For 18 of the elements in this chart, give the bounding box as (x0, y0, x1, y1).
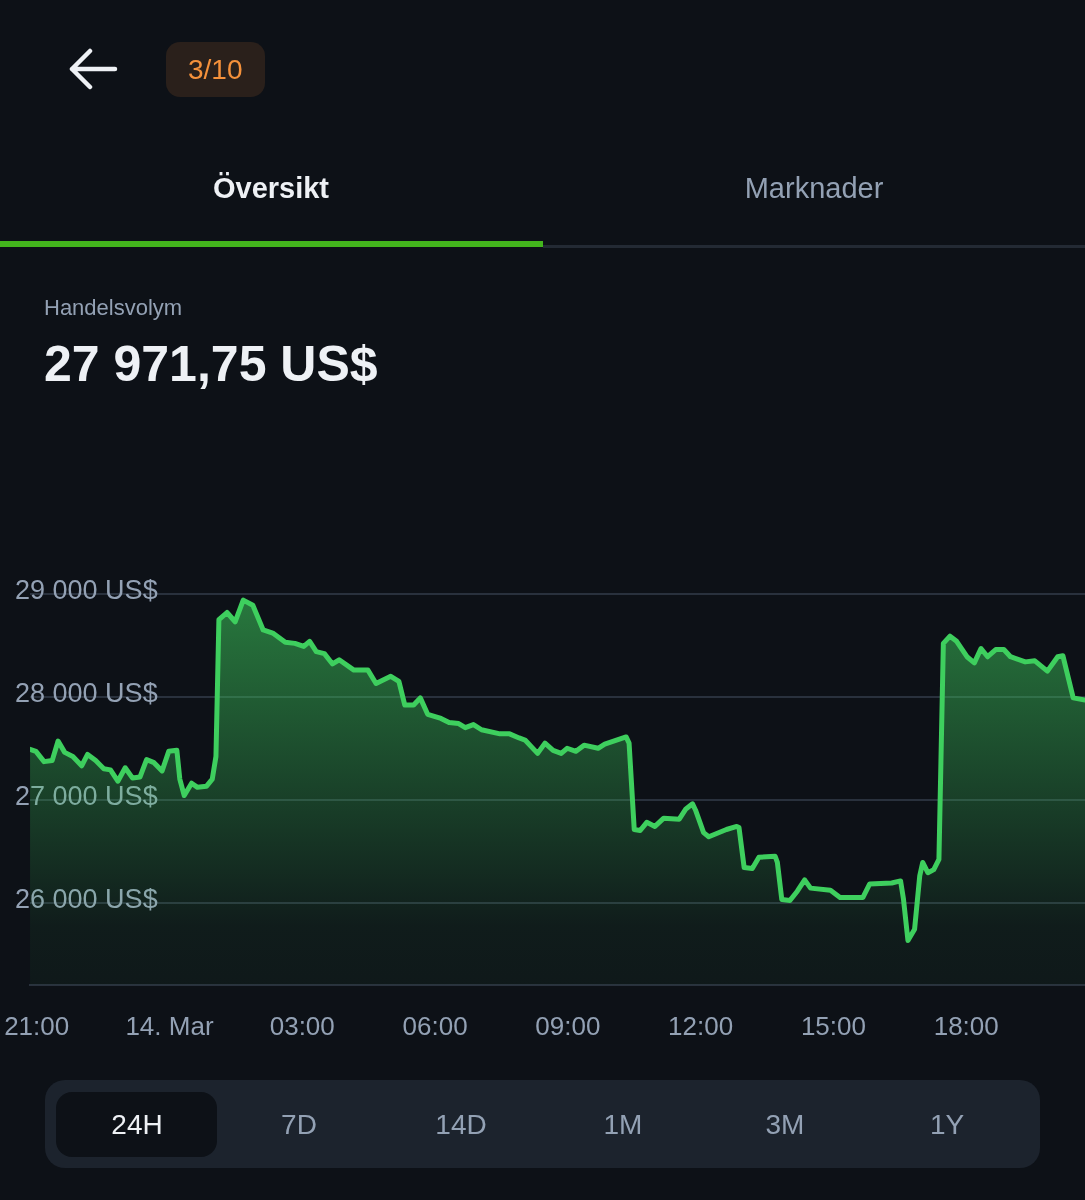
y-tick-label: 29 000 US$ (15, 575, 158, 606)
y-tick-label: 26 000 US$ (15, 883, 158, 914)
y-tick-label: 27 000 US$ (15, 781, 158, 812)
chart-title: Handelsvolym (44, 295, 183, 320)
x-tick-label: 12:00 (668, 1010, 734, 1041)
x-tick-label: 09:00 (535, 1010, 601, 1041)
chart-subtitle: 27 971,75 US$ (44, 336, 378, 392)
x-tick-label: 06:00 (402, 1010, 468, 1041)
range-selector: 24H 7D 14D 1M 3M 1Y (45, 1080, 1040, 1168)
x-tick-label: 14. Mar (125, 1010, 214, 1041)
x-tick-label: 21:00 (4, 1010, 70, 1041)
text: Översikt (212, 172, 330, 204)
x-tick-label: 15:00 (800, 1010, 866, 1041)
text: Marknader (744, 172, 884, 204)
y-tick-label: 28 000 US$ (15, 678, 158, 709)
x-tick-label: 03:00 (269, 1010, 335, 1041)
x-tick-label: 18:00 (933, 1010, 999, 1041)
badge: 3/10 (166, 42, 265, 97)
